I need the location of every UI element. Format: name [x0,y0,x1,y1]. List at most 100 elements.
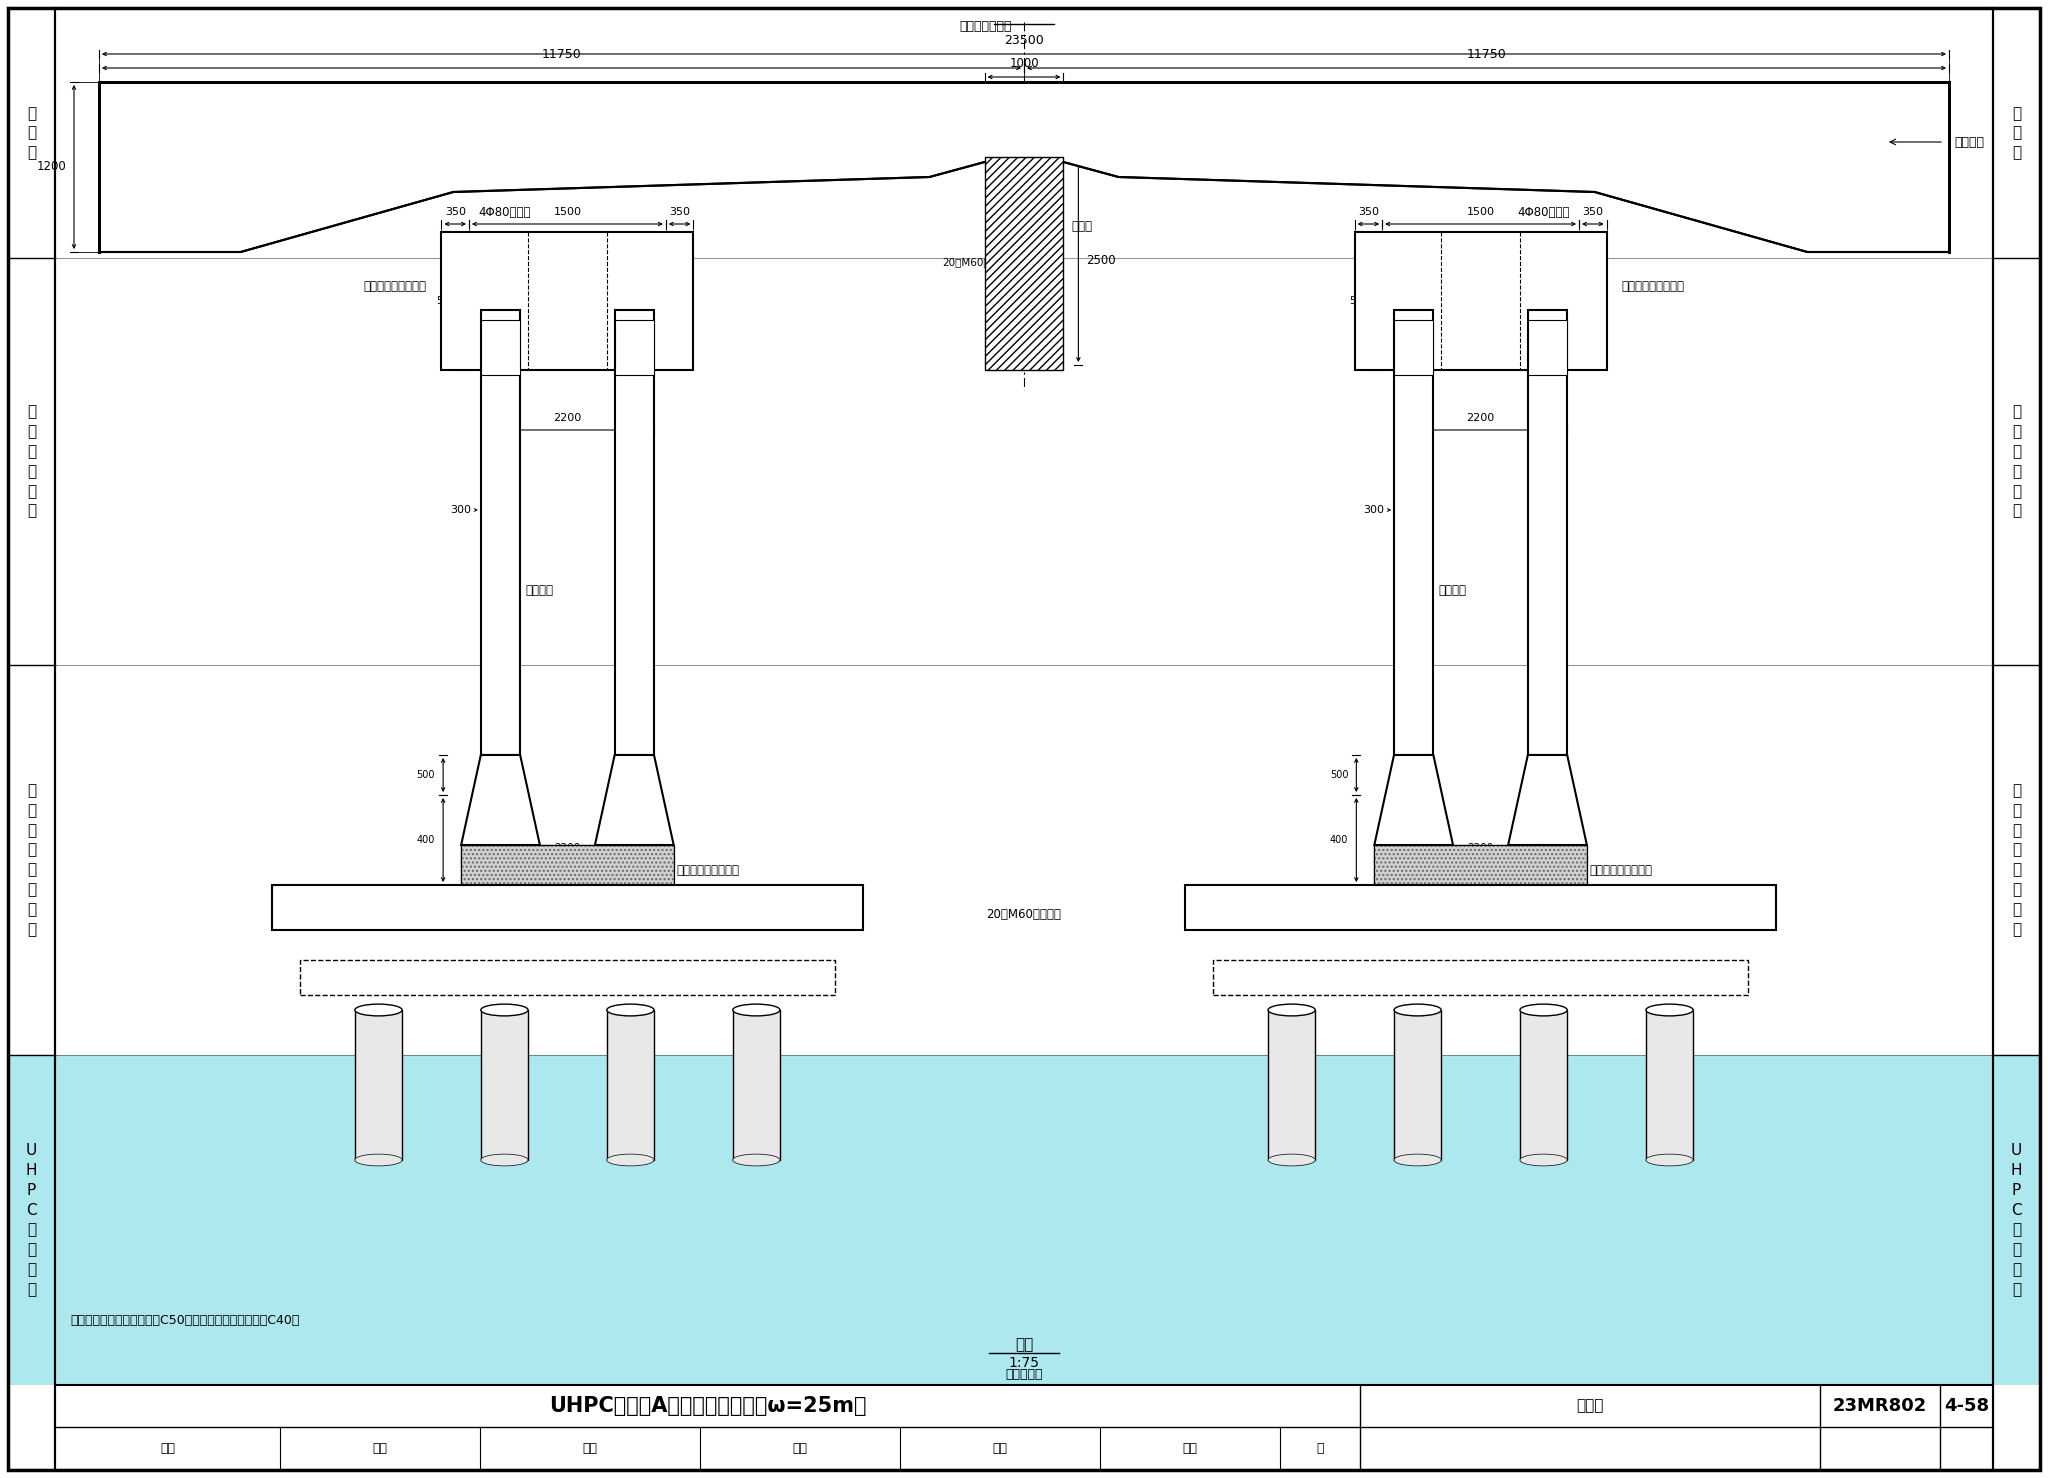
Polygon shape [1374,755,1452,845]
Text: 预制立柱: 预制立柱 [524,584,553,597]
Text: 11750: 11750 [541,47,582,61]
Text: 250: 250 [653,842,674,853]
Bar [733,1009,780,1160]
Text: 预制盖梁: 预制盖梁 [1954,136,1985,148]
Text: 2500: 2500 [1085,254,1116,268]
Text: 4-58: 4-58 [1944,1397,1989,1414]
Bar [461,845,674,885]
Text: 设计: 设计 [993,1441,1008,1454]
Bar [461,845,674,885]
Text: 赵鹏: 赵鹏 [1182,1441,1198,1454]
Text: 1:75: 1:75 [1008,1355,1040,1370]
Ellipse shape [481,1154,528,1166]
Polygon shape [442,232,694,370]
Bar [1212,961,1749,995]
Text: 20原M60砂浆垒层: 20原M60砂浆垒层 [987,909,1061,921]
Polygon shape [461,755,541,845]
Bar [1993,1055,2040,1385]
Ellipse shape [1395,1154,1442,1166]
Text: 套
筒
连
接
桥
墩: 套 筒 连 接 桥 墩 [2011,405,2021,519]
Text: 20原M60砂浆垒层: 20原M60砂浆垒层 [1663,909,1739,921]
Text: 2200: 2200 [553,412,582,423]
Text: 小
筱
梁: 小 筱 梁 [2011,106,2021,160]
Ellipse shape [481,1004,528,1015]
Bar [299,961,836,995]
Text: 1500: 1500 [553,207,582,217]
Ellipse shape [1268,1004,1315,1015]
Bar [1374,845,1587,885]
Bar [1395,1009,1442,1160]
Text: 20原M60砂浆垒层: 20原M60砂浆垒层 [309,909,385,921]
Text: 立面: 立面 [1016,1338,1032,1352]
Bar [1186,885,1776,930]
Text: 4Φ80注浆管: 4Φ80注浆管 [1518,205,1571,219]
Text: 图集号: 图集号 [1577,1398,1604,1413]
Text: 2200: 2200 [1466,412,1495,423]
Bar [985,157,1063,370]
Ellipse shape [733,1154,780,1166]
Ellipse shape [606,1004,653,1015]
Text: 黄虹: 黄虹 [373,1441,387,1454]
Text: 11750: 11750 [1466,47,1507,61]
Bar [1647,1009,1694,1160]
Text: 预制立柱: 预制立柱 [1438,584,1466,597]
Bar [272,885,862,930]
Text: 1200: 1200 [37,161,66,173]
Bar [1395,321,1434,375]
Polygon shape [98,81,1024,253]
Bar [985,157,1063,370]
Ellipse shape [1647,1154,1694,1166]
Bar [1374,845,1587,885]
Text: 波
纹
钔
管
连
接
桥
墩: 波 纹 钔 管 连 接 桥 墩 [2011,783,2021,937]
Text: 注：盖梁混凝土强度等级为C50，立柱混凝土强度等级为C40。: 注：盖梁混凝土强度等级为C50，立柱混凝土强度等级为C40。 [70,1314,299,1326]
Text: 2200: 2200 [555,842,580,853]
Bar [481,310,520,755]
Bar [8,1055,55,1385]
Text: 20原M60砂浆垒层: 20原M60砂浆垒层 [942,257,1008,268]
Bar [614,321,653,375]
Text: 桥墩结构中心线: 桥墩结构中心线 [961,21,1012,33]
Ellipse shape [1395,1004,1442,1015]
Ellipse shape [733,1004,780,1015]
Ellipse shape [354,1154,401,1166]
Bar [614,310,653,755]
Text: 23500: 23500 [1004,34,1044,47]
Text: U
H
P
C
连
接
桥
墩: U H P C 连 接 桥 墩 [2011,1142,2021,1296]
Bar [1528,321,1567,375]
Text: 500: 500 [1350,296,1368,306]
Text: 400: 400 [1329,835,1348,845]
Text: 调节垒块: 调节垒块 [1032,285,1061,299]
Bar [1268,1009,1315,1160]
Text: 波
纹
钔
管
连
接
桥
墩: 波 纹 钔 管 连 接 桥 墩 [27,783,37,937]
Polygon shape [1024,81,1950,253]
Bar [1520,1009,1567,1160]
Bar [606,1009,653,1160]
Text: 后浇超高性能混凝土: 后浇超高性能混凝土 [676,863,739,876]
Text: （横桥向）: （横桥向） [1006,1369,1042,1382]
Text: 350: 350 [1583,207,1604,217]
Text: 400: 400 [416,835,434,845]
Text: 500: 500 [1329,770,1348,780]
Ellipse shape [1520,1154,1567,1166]
Text: 350: 350 [670,207,690,217]
Bar [1374,845,1587,885]
Text: 500: 500 [416,770,434,780]
Bar [1528,310,1567,755]
Text: 500: 500 [436,296,455,306]
Text: 250: 250 [461,842,481,853]
Bar [481,1009,528,1160]
Ellipse shape [1647,1004,1694,1015]
Text: 4Φ80注浆管: 4Φ80注浆管 [477,205,530,219]
Text: 300: 300 [1364,505,1384,514]
Polygon shape [1354,232,1606,370]
Bar [1395,310,1434,755]
Text: 小
筱
梁: 小 筱 梁 [27,106,37,160]
Polygon shape [1507,755,1587,845]
Ellipse shape [1520,1004,1567,1015]
Text: 1500: 1500 [1466,207,1495,217]
Text: 苏登: 苏登 [793,1441,807,1454]
Text: 250: 250 [1567,842,1587,853]
Text: 审核: 审核 [160,1441,174,1454]
Text: 300: 300 [451,505,471,514]
Text: 后浇超高性能混凝土: 后浇超高性能混凝土 [1622,281,1686,294]
